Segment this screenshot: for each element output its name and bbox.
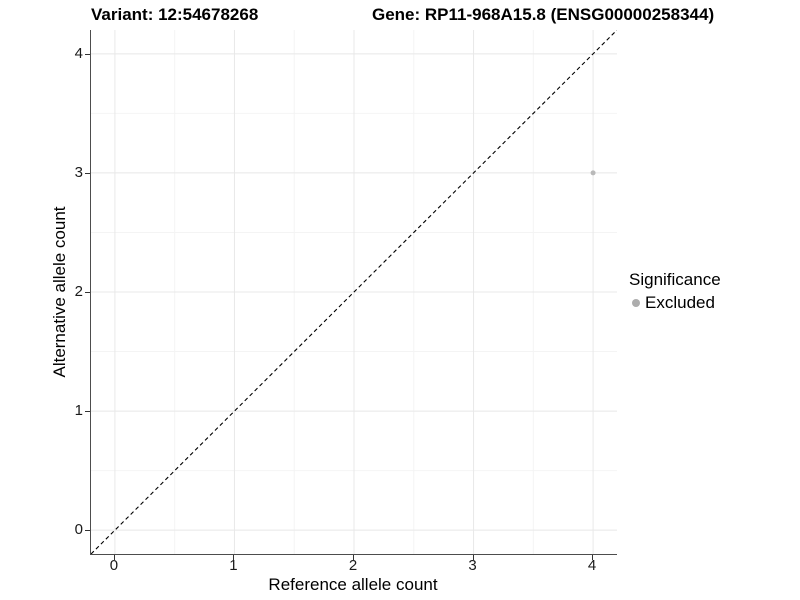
y-tick-mark [85, 292, 90, 293]
y-tick-mark [85, 53, 90, 55]
plot-title-variant: Variant: 12:54678268 [91, 5, 259, 24]
y-tick-label: 0 [74, 521, 83, 539]
x-tick-label: 2 [348, 557, 358, 574]
plot-title-gene: Gene: RP11-968A15.8 (ENSG00000258344) [372, 5, 715, 24]
y-tick-mark [85, 530, 90, 532]
legend-key-dot-icon [632, 299, 640, 307]
x-axis-title: Reference allele count [268, 575, 438, 594]
legend-title: Significance [629, 270, 721, 289]
x-tick-mark [592, 555, 594, 560]
y-tick-mark [85, 172, 90, 174]
y-tick-label: 4 [74, 44, 83, 62]
data-point [590, 170, 596, 176]
x-tick-label: 3 [468, 557, 477, 574]
x-tick-label: 0 [109, 557, 119, 574]
x-tick-label: 1 [229, 557, 238, 574]
x-tick-label: 4 [587, 557, 597, 574]
y-tick-label: 3 [74, 163, 83, 181]
y-tick-label: 2 [74, 283, 83, 300]
x-tick-mark [472, 555, 474, 560]
y-tick-mark [85, 411, 90, 413]
x-tick-mark [113, 555, 115, 560]
y-axis-title: Alternative allele count [50, 206, 69, 378]
legend-item-label: Excluded [645, 293, 715, 312]
x-tick-mark [233, 555, 235, 560]
legend: Significance Excluded [629, 270, 721, 313]
x-tick-mark [353, 555, 354, 560]
y-tick-label: 1 [74, 402, 83, 420]
plot-panel [90, 30, 617, 555]
legend-item-excluded: Excluded [629, 293, 721, 313]
identity-reference-line [91, 30, 617, 554]
